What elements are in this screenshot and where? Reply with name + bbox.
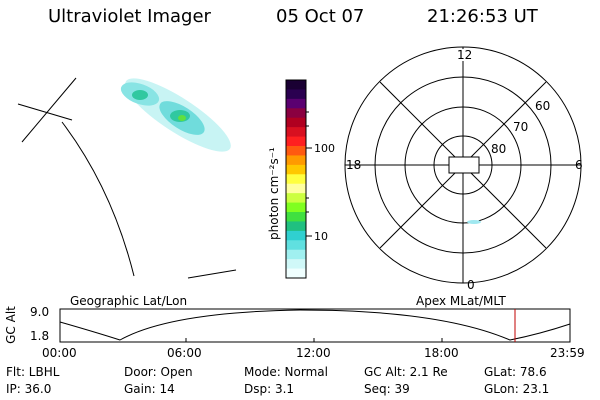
colorbar-cell [286,146,306,156]
timeline-xtick-2: 12:00 [296,346,331,360]
date-label: 05 Oct 07 [276,6,365,27]
colorbar: 100 10 photon cm⁻²s⁻¹ [267,79,335,279]
polar-label-right: 6 [575,158,583,172]
map-meridian-line [21,77,77,143]
altitude-curve [59,309,571,341]
polar-label-bottom: 0 [467,278,475,292]
info-seq: Seq: 39 [364,382,410,396]
timeline-ytick-top: 9.0 [30,305,50,319]
colorbar-unit-label: photon cm⁻²s⁻¹ [267,147,281,240]
map-edge-line [187,269,237,279]
timeline-frame [59,308,571,343]
timeline-y-axis-label: GC Alt [3,306,18,344]
colorbar-cell [286,108,306,119]
polar-label-left: 18 [346,158,361,172]
polar-ring-label-60: 60 [535,99,550,113]
colorbar-cell [286,98,306,109]
colorbar-frame [285,79,307,279]
info-glon: GLon: 23.1 [484,382,550,396]
polar-ring-label-80: 80 [491,142,506,156]
info-gain: Gain: 14 [124,382,175,396]
colorbar-cell [286,174,306,185]
info-glat: GLat: 78.6 [484,365,547,379]
colorbar-cell [286,183,306,194]
colorbar-cell [286,117,306,128]
colorbar-cell [286,268,306,279]
colorbar-cell [286,89,306,100]
colorbar-cell [286,164,306,175]
polar-label-top: 12 [457,48,472,62]
polar-ring-label-70: 70 [513,120,528,134]
info-flt: Flt: LBHL [6,365,60,379]
geographic-map [17,77,237,279]
info-mode: Mode: Normal [244,365,328,379]
colorbar-cell [286,155,306,166]
colorbar-cell [286,230,306,241]
colorbar-cell [286,259,306,270]
map-parallel-line [17,103,73,121]
map-coast-arc [61,121,135,277]
colorbar-cell [286,221,306,232]
info-ip: IP: 36.0 [6,382,52,396]
colorbar-cell [286,136,306,147]
timeline-xtick-4: 23:59 [550,346,585,360]
colorbar-cell [286,193,306,204]
timeline-xtick-3: 18:00 [424,346,459,360]
time-label: 21:26:53 UT [427,6,538,27]
colorbar-cell [286,127,306,138]
colorbar-tick-10: 10 [314,230,328,243]
timeline-xtick-0: 00:00 [42,346,77,360]
timeline-ytick-bottom: 1.8 [30,329,50,343]
colorbar-tick-100: 100 [314,142,335,155]
info-dsp: Dsp: 3.1 [244,382,295,396]
colorbar-cell [286,212,306,222]
aurora-emission [120,78,231,152]
timeline-plot [59,308,571,343]
app-title: Ultraviolet Imager [48,6,211,27]
info-gc-alt: GC Alt: 2.1 Re [364,365,448,379]
polar-emission-spot [467,220,481,224]
timeline-right-title: Apex MLat/MLT [416,294,506,308]
colorbar-cell [286,80,306,90]
colorbar-cell [286,240,306,251]
colorbar-cell [286,202,306,213]
info-door: Door: Open [124,365,193,379]
timeline-xtick-1: 06:00 [167,346,202,360]
timeline-left-title: Geographic Lat/Lon [70,294,188,308]
colorbar-cell [286,249,306,260]
